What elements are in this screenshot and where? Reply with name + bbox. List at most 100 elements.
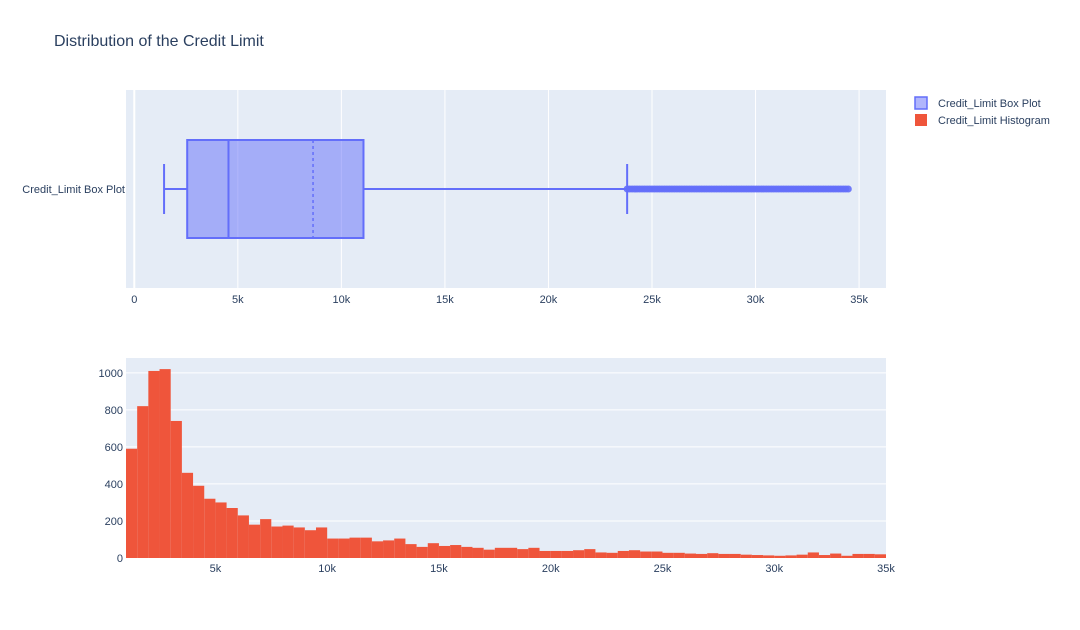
- histogram-bar[interactable]: [260, 519, 272, 558]
- histogram-bar[interactable]: [204, 498, 216, 558]
- histogram-bar[interactable]: [338, 538, 350, 558]
- box-plot-x-tick-labels: 0 5k 10k 15k 20k 25k 30k 35k: [131, 294, 868, 306]
- legend-item-box-plot[interactable]: Credit_Limit Box Plot: [914, 96, 1041, 110]
- histogram-bar[interactable]: [628, 550, 641, 558]
- box-x-tick-label: 25k: [643, 294, 661, 306]
- histogram-bar[interactable]: [170, 420, 182, 558]
- histogram-bar[interactable]: [416, 546, 428, 558]
- box-iqr[interactable]: [186, 139, 365, 239]
- box-plot-series[interactable]: [163, 139, 629, 239]
- box-category-label: Credit_Limit Box Plot: [22, 184, 125, 196]
- histogram-y-tick-label: 0: [117, 553, 123, 565]
- outlier-point[interactable]: [844, 185, 852, 193]
- histogram-bar[interactable]: [729, 553, 741, 558]
- histogram-bar[interactable]: [137, 406, 149, 558]
- histogram-bar[interactable]: [248, 524, 261, 558]
- histogram-bar[interactable]: [863, 553, 875, 558]
- histogram-bar[interactable]: [159, 369, 171, 558]
- histogram-bar[interactable]: [461, 546, 473, 558]
- histogram-bar[interactable]: [707, 553, 719, 558]
- histogram-bar[interactable]: [148, 370, 160, 558]
- histogram-y-tick-label: 400: [105, 479, 123, 491]
- histogram-panel: 5k 10k 15k 20k 25k 30k 35k 0 200 400 600 800 1000: [99, 358, 895, 575]
- histogram-bar[interactable]: [226, 508, 238, 558]
- histogram-bar[interactable]: [450, 545, 462, 558]
- histogram-bar[interactable]: [237, 515, 249, 558]
- histogram-bar[interactable]: [673, 552, 685, 558]
- histogram-bar[interactable]: [427, 543, 439, 558]
- histogram-bar[interactable]: [293, 527, 305, 558]
- histogram-bar[interactable]: [684, 553, 696, 558]
- histogram-bar[interactable]: [327, 538, 339, 558]
- histogram-bar[interactable]: [539, 550, 551, 558]
- histogram-bar[interactable]: [796, 554, 808, 558]
- histogram-bar[interactable]: [696, 553, 708, 558]
- histogram-bar[interactable]: [774, 555, 786, 558]
- histogram-bar[interactable]: [193, 485, 205, 558]
- histogram-bar[interactable]: [740, 554, 752, 558]
- histogram-x-tick-label: 35k: [877, 563, 895, 575]
- histogram-bar[interactable]: [763, 555, 775, 558]
- histogram-bar[interactable]: [830, 553, 842, 558]
- histogram-bar[interactable]: [852, 553, 864, 558]
- histogram-bar[interactable]: [215, 502, 227, 558]
- legend-label-box-plot: Credit_Limit Box Plot: [938, 98, 1041, 110]
- histogram-bar[interactable]: [383, 540, 395, 558]
- histogram-bar[interactable]: [394, 538, 406, 558]
- box-plot-panel: Credit_Limit Box Plot 0 5k 10k 15k 20k 25k 30k…: [22, 90, 886, 306]
- histogram-x-tick-label: 25k: [654, 563, 672, 575]
- histogram-bar[interactable]: [349, 537, 361, 558]
- histogram-x-tick-label: 5k: [210, 563, 222, 575]
- histogram-bar[interactable]: [371, 541, 384, 558]
- box-x-tick-label: 20k: [540, 294, 558, 306]
- histogram-bar[interactable]: [181, 472, 194, 558]
- histogram-bar[interactable]: [841, 555, 853, 558]
- box-x-tick-label: 0: [131, 294, 137, 306]
- legend: Credit_Limit Box Plot Credit_Limit Histo…: [914, 96, 1050, 127]
- histogram-bar[interactable]: [472, 547, 484, 558]
- histogram-bar[interactable]: [360, 537, 372, 558]
- histogram-x-tick-label: 30k: [765, 563, 783, 575]
- histogram-bar[interactable]: [271, 526, 283, 558]
- histogram-bar[interactable]: [405, 544, 417, 558]
- histogram-bar[interactable]: [874, 554, 886, 558]
- histogram-bar[interactable]: [483, 549, 495, 558]
- box-plot-outliers[interactable]: [623, 185, 852, 193]
- histogram-bar[interactable]: [316, 527, 328, 558]
- histogram-y-tick-label: 1000: [99, 368, 123, 380]
- histogram-bar[interactable]: [662, 552, 674, 558]
- histogram-bar[interactable]: [651, 551, 663, 558]
- histogram-bar[interactable]: [561, 550, 574, 558]
- histogram-bar[interactable]: [595, 552, 607, 558]
- histogram-bar[interactable]: [807, 552, 819, 558]
- histogram-bar[interactable]: [506, 547, 518, 558]
- chart-title: Distribution of the Credit Limit: [54, 33, 264, 50]
- histogram-x-tick-label: 20k: [542, 563, 560, 575]
- histogram-bar[interactable]: [528, 547, 540, 558]
- histogram-gridlines: [126, 372, 886, 522]
- legend-swatch-histogram: [915, 114, 927, 126]
- histogram-bar[interactable]: [606, 552, 618, 558]
- histogram-bar[interactable]: [718, 553, 730, 558]
- box-x-tick-label: 5k: [232, 294, 244, 306]
- histogram-bar[interactable]: [751, 555, 764, 558]
- histogram-bar[interactable]: [494, 547, 506, 558]
- histogram-y-tick-labels: 0 200 400 600 800 1000: [99, 368, 123, 565]
- histogram-bar[interactable]: [126, 448, 138, 558]
- histogram-bar[interactable]: [550, 550, 562, 558]
- histogram-bar[interactable]: [517, 549, 529, 558]
- histogram-bars[interactable]: [126, 369, 886, 558]
- box-x-tick-label: 10k: [332, 294, 350, 306]
- histogram-bar[interactable]: [617, 550, 629, 558]
- histogram-bar[interactable]: [785, 555, 797, 558]
- histogram-bar[interactable]: [818, 555, 831, 558]
- histogram-bar[interactable]: [584, 549, 596, 558]
- legend-label-histogram: Credit_Limit Histogram: [938, 115, 1050, 127]
- histogram-bar[interactable]: [304, 530, 316, 558]
- histogram-bar[interactable]: [640, 551, 652, 558]
- histogram-bar[interactable]: [438, 545, 451, 558]
- legend-item-histogram[interactable]: Credit_Limit Histogram: [915, 114, 1050, 127]
- histogram-bar[interactable]: [573, 550, 585, 558]
- histogram-bar[interactable]: [282, 525, 294, 558]
